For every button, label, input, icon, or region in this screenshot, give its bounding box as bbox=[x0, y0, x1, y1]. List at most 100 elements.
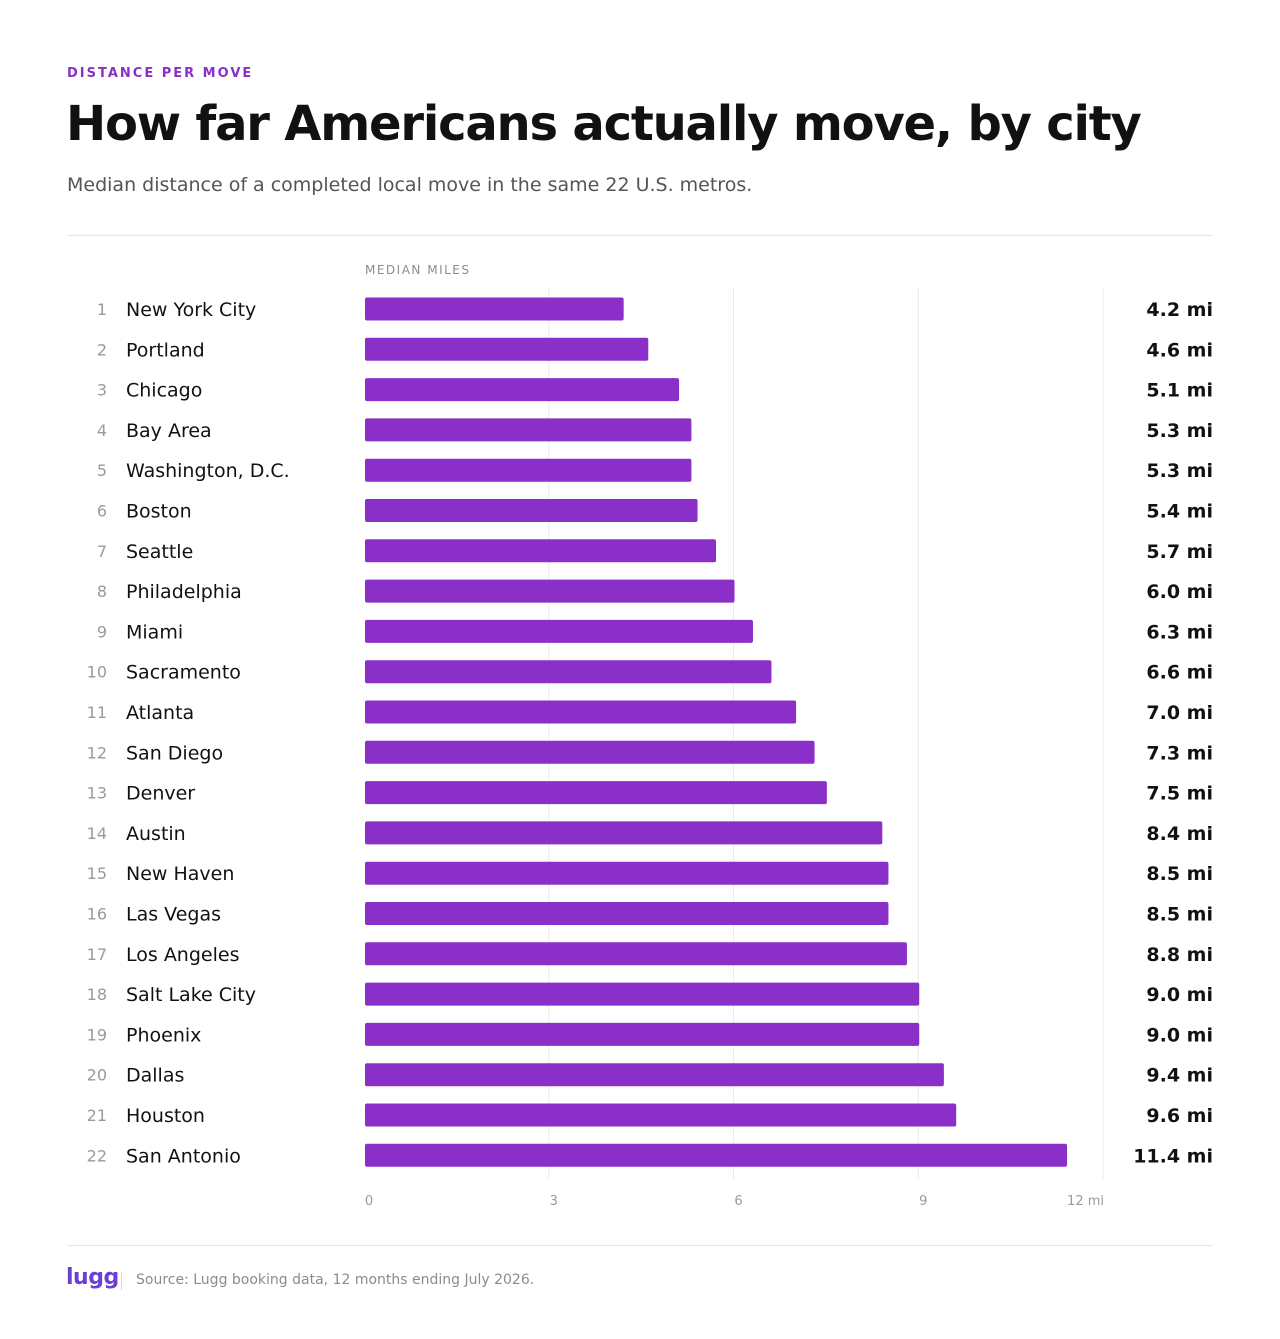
city-label: Miami bbox=[126, 621, 183, 643]
city-label: Chicago bbox=[126, 380, 202, 402]
axis-caption: MEDIAN MILES bbox=[365, 263, 471, 277]
bar bbox=[365, 1022, 920, 1046]
bar bbox=[365, 821, 883, 845]
bar bbox=[365, 499, 698, 522]
eyebrow-label: DISTANCE PER MOVE bbox=[67, 66, 254, 81]
value-label: 8.4 mi bbox=[1146, 823, 1213, 845]
rank-label: 12 bbox=[87, 743, 107, 762]
lugg-logo: lugg bbox=[66, 1265, 119, 1290]
city-label: Seattle bbox=[126, 541, 193, 563]
rank-label: 11 bbox=[87, 703, 107, 722]
rank-label: 18 bbox=[87, 985, 107, 1004]
bars bbox=[365, 297, 1068, 1167]
rank-label: 6 bbox=[97, 502, 107, 521]
rank-label: 17 bbox=[87, 945, 107, 964]
value-label: 5.3 mi bbox=[1146, 460, 1213, 482]
x-tick-label: 3 bbox=[550, 1194, 558, 1209]
value-label: 6.3 mi bbox=[1146, 621, 1213, 643]
bar bbox=[365, 861, 889, 885]
city-label: Las Vegas bbox=[126, 904, 221, 926]
row-labels: 1 New York City 4.2 mi 2 Portland 4.6 mi 3 Chic… bbox=[87, 299, 1213, 1167]
city-label: San Antonio bbox=[126, 1145, 241, 1167]
bar bbox=[365, 740, 815, 764]
rank-label: 13 bbox=[87, 784, 107, 803]
city-label: Washington, D.C. bbox=[126, 460, 290, 482]
x-tick-label: 12 mi bbox=[1067, 1194, 1104, 1209]
value-label: 5.4 mi bbox=[1146, 501, 1213, 523]
header-divider bbox=[67, 235, 1213, 236]
chart-title: How far Americans actually move, by city bbox=[66, 96, 1142, 152]
rank-label: 20 bbox=[87, 1066, 107, 1085]
bar bbox=[365, 619, 753, 643]
bar bbox=[365, 418, 692, 442]
city-label: Austin bbox=[126, 823, 186, 845]
city-label: Houston bbox=[126, 1105, 205, 1127]
bar bbox=[365, 781, 827, 805]
city-label: Boston bbox=[126, 501, 192, 523]
city-label: Dallas bbox=[126, 1065, 184, 1087]
city-label: Philadelphia bbox=[126, 581, 242, 603]
city-label: Bay Area bbox=[126, 420, 212, 442]
bar bbox=[365, 1063, 944, 1087]
rank-label: 1 bbox=[97, 300, 107, 319]
city-label: Denver bbox=[126, 783, 195, 805]
value-label: 11.4 mi bbox=[1133, 1145, 1213, 1167]
city-label: Phoenix bbox=[126, 1024, 201, 1046]
value-label: 6.0 mi bbox=[1146, 581, 1213, 603]
chart-subtitle: Median distance of a completed local mov… bbox=[67, 174, 753, 196]
value-label: 9.6 mi bbox=[1146, 1105, 1213, 1127]
x-tick-label: 9 bbox=[919, 1194, 927, 1209]
x-tick-label: 0 bbox=[365, 1194, 373, 1209]
city-label: Atlanta bbox=[126, 702, 194, 724]
value-label: 5.3 mi bbox=[1146, 420, 1213, 442]
city-label: Salt Lake City bbox=[126, 984, 256, 1006]
city-label: New Haven bbox=[126, 863, 234, 885]
bar bbox=[365, 297, 624, 321]
value-label: 9.4 mi bbox=[1146, 1065, 1213, 1087]
rank-label: 22 bbox=[87, 1146, 107, 1165]
rank-label: 16 bbox=[87, 905, 107, 924]
bar bbox=[365, 378, 680, 402]
bar bbox=[365, 337, 649, 361]
bar bbox=[365, 942, 907, 966]
bar bbox=[365, 458, 692, 482]
value-label: 7.0 mi bbox=[1146, 702, 1213, 724]
rank-label: 4 bbox=[97, 421, 107, 440]
value-label: 5.7 mi bbox=[1146, 541, 1213, 563]
rank-label: 10 bbox=[87, 663, 107, 682]
bar bbox=[365, 539, 717, 563]
rank-label: 21 bbox=[87, 1106, 107, 1125]
rank-label: 9 bbox=[97, 622, 107, 641]
bar bbox=[365, 902, 889, 925]
bar bbox=[365, 579, 735, 603]
footer-separator bbox=[121, 1272, 122, 1290]
city-label: Portland bbox=[126, 339, 205, 361]
rank-label: 5 bbox=[97, 461, 107, 480]
value-label: 8.5 mi bbox=[1146, 863, 1213, 885]
x-axis-ticks: 0 3 6 9 12 mi bbox=[365, 1194, 1104, 1209]
value-label: 4.2 mi bbox=[1146, 299, 1213, 321]
bar bbox=[365, 1143, 1068, 1167]
city-label: Los Angeles bbox=[126, 944, 239, 966]
bar bbox=[365, 700, 797, 724]
source-note: Source: Lugg booking data, 12 months end… bbox=[136, 1272, 535, 1288]
rank-label: 7 bbox=[97, 542, 107, 561]
x-tick-label: 6 bbox=[734, 1194, 742, 1209]
rank-label: 15 bbox=[87, 864, 107, 883]
city-label: New York City bbox=[126, 299, 256, 321]
rank-label: 3 bbox=[97, 381, 107, 400]
value-label: 7.5 mi bbox=[1146, 783, 1213, 805]
city-label: Sacramento bbox=[126, 662, 241, 684]
rank-label: 8 bbox=[97, 582, 107, 601]
value-label: 9.0 mi bbox=[1146, 984, 1213, 1006]
value-label: 4.6 mi bbox=[1146, 339, 1213, 361]
rank-label: 14 bbox=[87, 824, 107, 843]
bar bbox=[365, 982, 920, 1006]
value-label: 7.3 mi bbox=[1146, 742, 1213, 764]
bar bbox=[365, 660, 772, 684]
value-label: 9.0 mi bbox=[1146, 1024, 1213, 1046]
rank-label: 2 bbox=[97, 340, 107, 359]
value-label: 6.6 mi bbox=[1146, 662, 1213, 684]
rank-label: 19 bbox=[87, 1025, 107, 1044]
